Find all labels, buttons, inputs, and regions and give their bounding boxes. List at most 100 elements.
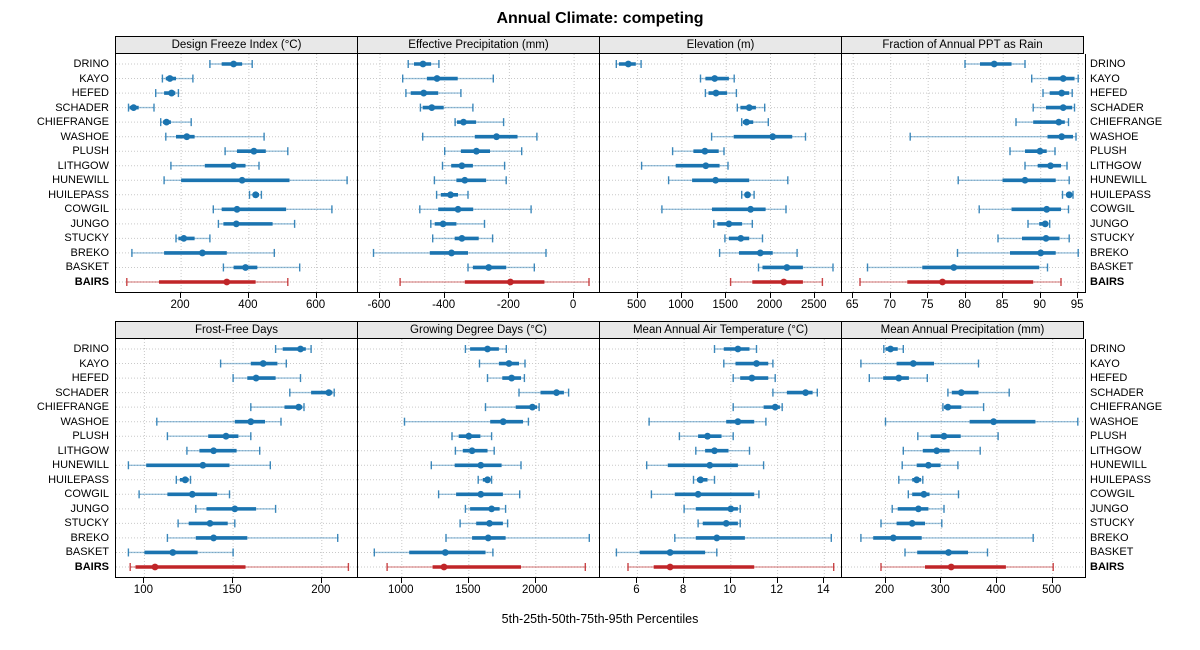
- station-label-breko: BREKO: [70, 246, 109, 259]
- series-stucky: [880, 519, 943, 528]
- station-label-washoe: WASHOE: [1090, 130, 1139, 143]
- tick-label: 1000: [388, 584, 414, 596]
- station-label-chiefrange: CHIEFRANGE: [1090, 116, 1163, 129]
- series-bairs: [399, 278, 590, 286]
- tick-label: 400: [238, 299, 258, 311]
- median-dot: [295, 403, 303, 411]
- station-label-breko: BREKO: [1090, 246, 1129, 259]
- station-label-stucky: STUCKY: [1090, 517, 1135, 530]
- panel-7: Mean Annual Air Temperature (°C) 6 8 10 12 14: [599, 321, 844, 606]
- series-washoe: [403, 417, 530, 426]
- series-chiefrange: [740, 118, 770, 127]
- median-dot: [704, 432, 711, 440]
- median-dot: [756, 249, 764, 257]
- station-label-cowgil: COWGIL: [1090, 488, 1135, 501]
- tick-label: 10: [723, 584, 737, 596]
- tick-label: 500: [1042, 584, 1062, 596]
- tick-label: 85: [995, 299, 1009, 311]
- series-washoe: [648, 417, 767, 426]
- tick-mark: [823, 578, 825, 583]
- median-dot: [210, 447, 217, 455]
- series-huilepass: [692, 475, 716, 484]
- median-dot: [180, 235, 188, 242]
- series-chiefrange: [484, 403, 540, 412]
- station-label-cowgil: COWGIL: [64, 203, 109, 216]
- panel-7-plot: [599, 339, 844, 578]
- median-dot: [748, 374, 756, 382]
- station-label-cowgil: COWGIL: [1090, 203, 1135, 216]
- tick-mark: [1039, 293, 1041, 298]
- tick-label: 2000: [756, 299, 783, 311]
- station-label-chiefrange: CHIEFRANGE: [36, 116, 109, 129]
- tick-label: 2500: [801, 299, 827, 311]
- tick-label: 90: [1033, 299, 1047, 311]
- median-dot: [712, 176, 719, 184]
- series-hefed: [704, 89, 738, 98]
- tick-mark: [315, 293, 317, 298]
- panel-2-strip: Effective Precipitation (mm): [357, 36, 600, 54]
- tick-mark: [940, 578, 942, 583]
- series-washoe: [165, 132, 265, 141]
- station-labels-right: DRINO KAYO HEFED SCHADER CHIEFRANGE WASHOE PLU…: [1084, 321, 1197, 577]
- series-schader: [289, 388, 335, 397]
- median-dot: [460, 118, 467, 126]
- median-dot: [230, 60, 237, 68]
- panel-4-x-axis: 65 70 75 80 85 90 95: [841, 293, 1084, 321]
- series-basket: [866, 263, 1049, 272]
- series-hefed: [732, 374, 776, 383]
- median-dot: [168, 89, 175, 97]
- tick-label: 70: [883, 299, 897, 311]
- series-cowgil: [212, 205, 333, 214]
- station-label-bairs: BAIRS: [74, 276, 109, 288]
- median-dot: [484, 476, 491, 484]
- series-hunewill: [163, 176, 348, 185]
- median-dot: [950, 264, 958, 271]
- median-dot: [238, 176, 246, 184]
- tick-label: 0: [569, 299, 577, 311]
- station-label-jungo: JUNGO: [1090, 502, 1129, 515]
- series-lithgow: [1024, 161, 1068, 170]
- series-kayo: [699, 74, 735, 83]
- tick-mark: [400, 578, 402, 583]
- series-drino: [883, 345, 904, 353]
- panel-2: Effective Precipitation (mm) -600 -400 -200…: [357, 36, 602, 321]
- median-dot: [769, 133, 777, 141]
- median-dot: [1058, 89, 1066, 97]
- median-dot: [909, 360, 917, 367]
- series-stucky: [724, 234, 764, 243]
- panel-6-x-axis: 1000 1500 2000: [357, 578, 600, 606]
- series-plush: [1009, 147, 1056, 156]
- tick-mark: [1077, 293, 1079, 298]
- station-label-jungo: JUNGO: [1090, 217, 1129, 230]
- station-labels-left: DRINO KAYO HEFED SCHADER CHIEFRANGE WASHOE PLU…: [3, 321, 115, 577]
- median-dot: [473, 147, 480, 155]
- station-label-plush: PLUSH: [72, 430, 109, 443]
- series-huilepass: [898, 475, 924, 484]
- median-dot: [199, 249, 206, 257]
- tick-label: 500: [627, 299, 647, 311]
- station-label-washoe: WASHOE: [60, 130, 110, 143]
- panel-4-plot: [841, 54, 1086, 293]
- median-dot: [477, 490, 485, 498]
- median-dot: [222, 432, 230, 440]
- median-dot: [163, 118, 170, 126]
- tick-mark: [813, 293, 815, 298]
- station-label-huilepass: HUILEPASS: [1090, 473, 1151, 486]
- median-dot: [439, 220, 447, 228]
- median-dot: [199, 461, 207, 469]
- station-label-bairs: BAIRS: [1090, 276, 1125, 288]
- median-dot: [944, 403, 952, 411]
- median-dot: [493, 133, 500, 141]
- series-breko: [166, 533, 339, 542]
- series-schader: [947, 388, 1010, 397]
- median-dot: [925, 461, 932, 469]
- tick-label: -400: [432, 299, 456, 311]
- station-label-washoe: WASHOE: [60, 415, 110, 428]
- tick-mark: [1051, 578, 1053, 583]
- tick-mark: [889, 293, 891, 298]
- median-dot: [183, 133, 191, 141]
- tick-mark: [636, 578, 638, 583]
- station-label-drino: DRINO: [1090, 58, 1126, 70]
- tick-label: -600: [367, 299, 391, 311]
- tick-label: 12: [770, 584, 783, 596]
